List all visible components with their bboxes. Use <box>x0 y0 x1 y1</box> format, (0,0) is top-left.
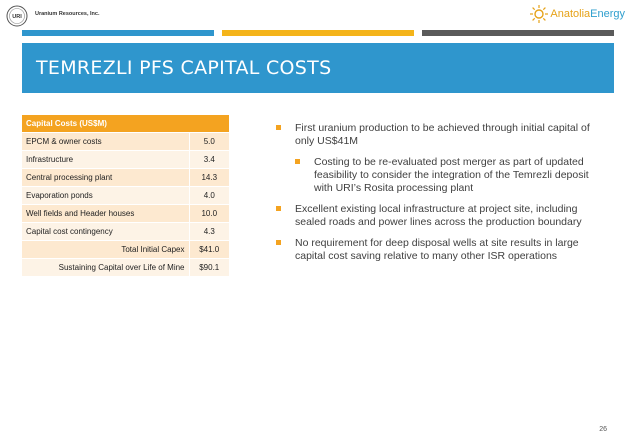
header-stripes <box>22 30 614 36</box>
title-bar: TEMREZLI PFS CAPITAL COSTS <box>22 43 614 93</box>
anatolia-energy-wordmark: AnatoliaEnergy <box>550 8 625 20</box>
row-label: Infrastructure <box>22 150 189 169</box>
table-header-row: Capital Costs (US$M) <box>22 115 229 133</box>
row-label: Well fields and Header houses <box>22 204 189 223</box>
table-row: EPCM & owner costs 5.0 <box>22 132 229 151</box>
slide-title: TEMREZLI PFS CAPITAL COSTS <box>36 57 332 79</box>
wordmark-part-energy: Energy <box>590 8 625 20</box>
row-value: 3.4 <box>188 150 229 169</box>
table-row: Capital cost contingency 4.3 <box>22 222 229 241</box>
bullet-item: No requirement for deep disposal wells a… <box>276 237 606 263</box>
row-value: 5.0 <box>188 132 229 151</box>
total-row: Total Initial Capex $41.0 <box>22 240 229 259</box>
sustaining-row: Sustaining Capital over Life of Mine $90… <box>22 258 229 277</box>
table-header: Capital Costs (US$M) <box>22 115 189 133</box>
bullet-item: Excellent existing local infrastructure … <box>276 203 606 229</box>
sustaining-value: $90.1 <box>188 258 229 277</box>
table-row: Central processing plant 14.3 <box>22 168 229 187</box>
stripe-blue <box>22 30 214 36</box>
stripe-yellow <box>222 30 414 36</box>
bullet-item: First uranium production to be achieved … <box>276 122 606 148</box>
company-name: Uranium Resources, Inc. <box>35 11 100 17</box>
uri-logo: URI <box>6 5 28 27</box>
bullet-text: Costing to be re-evaluated post merger a… <box>314 156 589 194</box>
bullet-marker-icon <box>276 240 281 245</box>
total-value: $41.0 <box>188 240 229 259</box>
bullet-text: No requirement for deep disposal wells a… <box>295 237 579 262</box>
sustaining-label: Sustaining Capital over Life of Mine <box>22 258 189 277</box>
uri-logo-text: URI <box>12 14 22 20</box>
row-value: 4.0 <box>188 186 229 205</box>
row-label: EPCM & owner costs <box>22 132 189 151</box>
table-header-blank <box>189 115 229 133</box>
capital-costs-table: Capital Costs (US$M) EPCM & owner costs … <box>22 115 229 277</box>
bullet-marker-icon <box>276 206 281 211</box>
table-row: Evaporation ponds 4.0 <box>22 186 229 205</box>
row-label: Capital cost contingency <box>22 222 189 241</box>
sub-bullet-item: Costing to be re-evaluated post merger a… <box>295 156 606 195</box>
row-value: 10.0 <box>188 204 229 223</box>
sun-icon <box>530 5 549 23</box>
anatolia-energy-logo: AnatoliaEnergy <box>529 4 625 24</box>
bullet-marker-icon <box>295 159 300 164</box>
total-label: Total Initial Capex <box>22 240 189 259</box>
page-number: 26 <box>599 426 607 433</box>
table-row: Well fields and Header houses 10.0 <box>22 204 229 223</box>
table-row: Infrastructure 3.4 <box>22 150 229 169</box>
row-value: 14.3 <box>188 168 229 187</box>
bullet-list: First uranium production to be achieved … <box>276 122 606 271</box>
row-label: Evaporation ponds <box>22 186 189 205</box>
row-label: Central processing plant <box>22 168 189 187</box>
bullet-text: Excellent existing local infrastructure … <box>295 203 582 228</box>
row-value: 4.3 <box>188 222 229 241</box>
bullet-text: First uranium production to be achieved … <box>295 122 590 147</box>
stripe-gray <box>422 30 614 36</box>
wordmark-part-anatolia: Anatolia <box>550 8 591 20</box>
bullet-marker-icon <box>276 125 281 130</box>
